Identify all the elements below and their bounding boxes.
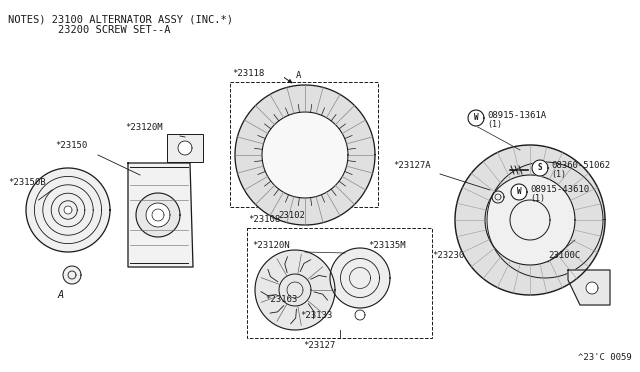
- Polygon shape: [136, 193, 180, 237]
- Polygon shape: [511, 184, 527, 200]
- Text: *23127A: *23127A: [393, 161, 431, 170]
- Text: *23135M: *23135M: [368, 241, 406, 250]
- Polygon shape: [532, 160, 548, 176]
- Text: W: W: [516, 187, 522, 196]
- Polygon shape: [485, 175, 575, 265]
- Text: *23118: *23118: [232, 69, 264, 78]
- Text: *23120N: *23120N: [252, 241, 290, 250]
- Text: S: S: [538, 164, 542, 173]
- Bar: [167, 134, 203, 162]
- Polygon shape: [455, 145, 605, 295]
- Text: *23150: *23150: [55, 141, 87, 150]
- Text: *23163: *23163: [265, 295, 297, 304]
- Polygon shape: [262, 112, 348, 198]
- Polygon shape: [128, 163, 193, 267]
- Text: *23150B: *23150B: [8, 178, 45, 187]
- Polygon shape: [330, 248, 390, 308]
- Text: 23100C: 23100C: [548, 251, 580, 260]
- Text: *23230: *23230: [432, 251, 464, 260]
- Polygon shape: [255, 250, 335, 330]
- Bar: [247, 228, 432, 338]
- Polygon shape: [178, 141, 192, 155]
- Text: 23102: 23102: [278, 211, 305, 220]
- Text: ^23'C 0059: ^23'C 0059: [579, 353, 632, 362]
- Polygon shape: [355, 310, 365, 320]
- Polygon shape: [26, 168, 110, 252]
- Polygon shape: [235, 85, 375, 225]
- Polygon shape: [64, 206, 72, 214]
- Text: 08915-1361A: 08915-1361A: [487, 110, 546, 119]
- Text: 08915-43610: 08915-43610: [530, 185, 589, 193]
- Polygon shape: [492, 191, 504, 203]
- Text: A: A: [296, 71, 301, 80]
- Text: (1): (1): [487, 120, 502, 129]
- Polygon shape: [468, 110, 484, 126]
- Polygon shape: [146, 203, 170, 227]
- Polygon shape: [63, 266, 81, 284]
- Text: W: W: [474, 113, 478, 122]
- Text: A: A: [58, 290, 64, 300]
- Text: 08360-51062: 08360-51062: [551, 160, 610, 170]
- Text: *23133: *23133: [300, 311, 332, 320]
- Polygon shape: [568, 270, 610, 305]
- Text: *23127: *23127: [303, 341, 335, 350]
- Text: *23108: *23108: [248, 215, 280, 224]
- Text: 23200 SCREW SET--A: 23200 SCREW SET--A: [8, 25, 170, 35]
- Text: (1): (1): [551, 170, 566, 179]
- Bar: [230, 82, 378, 207]
- Polygon shape: [586, 282, 598, 294]
- Text: NOTES) 23100 ALTERNATOR ASSY (INC.*): NOTES) 23100 ALTERNATOR ASSY (INC.*): [8, 14, 233, 24]
- Text: (1): (1): [530, 194, 545, 203]
- Text: *23120M: *23120M: [125, 123, 163, 132]
